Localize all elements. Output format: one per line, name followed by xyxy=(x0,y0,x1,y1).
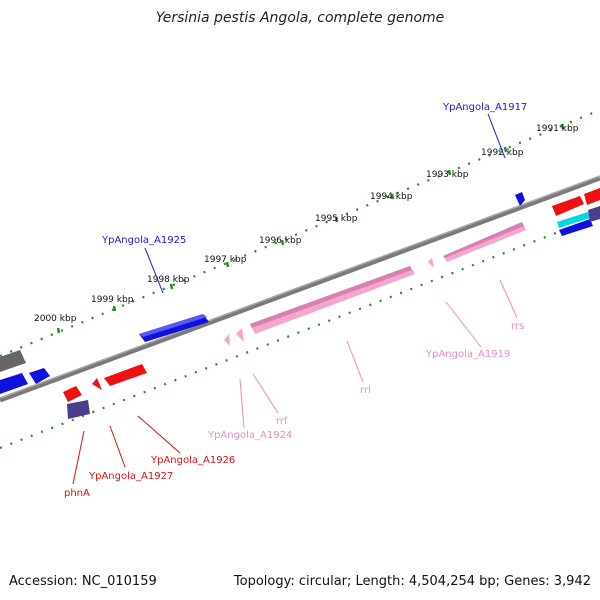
gene-labels: YpAngola_A1917 YpAngola_A1925 rrs YpAngo… xyxy=(64,102,527,499)
major-tick xyxy=(112,305,117,312)
gene-label: YpAngola_A1917 xyxy=(442,102,527,113)
rrna-block-small xyxy=(224,334,230,346)
rrna-block-rrf xyxy=(236,328,244,342)
cds-block-red xyxy=(104,364,147,386)
scale-label: 1997 kbp xyxy=(204,255,247,265)
leader-line xyxy=(109,425,126,468)
leader-lines xyxy=(72,113,518,485)
major-tick xyxy=(280,239,285,246)
leader-line xyxy=(499,279,518,319)
cds-block-red xyxy=(584,188,600,205)
cds-block-blue xyxy=(515,192,525,206)
cds-block-red xyxy=(63,386,82,402)
scale-label: 1996 kbp xyxy=(259,236,302,246)
cds-block-blue xyxy=(0,373,28,394)
gene-label: YpAngola_A1924 xyxy=(207,430,292,441)
gene-label: YpAngola_A1925 xyxy=(101,235,186,246)
scale-label: 2000 kbp xyxy=(34,314,77,324)
inner-scale-ring xyxy=(0,214,600,450)
genome-backbone xyxy=(0,175,600,403)
cds-block-blue xyxy=(29,368,50,384)
scale-label: 1993 kbp xyxy=(426,170,469,180)
major-tick xyxy=(447,169,452,176)
leader-line xyxy=(144,247,164,294)
cds-block-red xyxy=(92,378,102,390)
leader-line xyxy=(137,415,181,454)
leader-line xyxy=(487,113,506,159)
major-tick xyxy=(334,216,339,223)
major-tick xyxy=(390,193,395,200)
rrna-block-rrl-top xyxy=(250,266,412,328)
major-tick xyxy=(169,283,174,290)
rrna-block-small xyxy=(428,258,434,268)
scale-label: 1991 kbp xyxy=(536,124,579,134)
outer-scale-ring xyxy=(0,108,600,358)
leader-line xyxy=(346,340,364,383)
gene-label: YpAngola_A1926 xyxy=(150,455,235,466)
genome-summary-label: Topology: circular; Length: 4,504,254 bp… xyxy=(233,574,591,589)
leader-line xyxy=(72,430,85,485)
major-tick xyxy=(503,146,508,153)
cds-block-blue xyxy=(559,219,593,236)
outer-major-ticks xyxy=(56,123,565,334)
major-tick xyxy=(225,261,230,268)
genome-backbone-highlight xyxy=(0,175,600,399)
gene-label: YpAngola_A1919 xyxy=(425,349,510,360)
rrna-block-rrs-top xyxy=(443,222,524,258)
scale-labels: 1991 kbp 1992 kbp 1993 kbp 1994 kbp 1995… xyxy=(34,124,579,324)
scale-label: 1999 kbp xyxy=(91,295,134,305)
gene-label: rrl xyxy=(360,385,371,396)
gene-label: rrs xyxy=(511,321,524,332)
major-tick xyxy=(560,123,565,130)
forward-features xyxy=(0,188,600,394)
reverse-features xyxy=(63,222,526,419)
leader-line xyxy=(239,378,245,429)
leader-line xyxy=(252,373,279,414)
accession-label: Accession: NC_010159 xyxy=(9,574,157,589)
cds-block-gray xyxy=(0,350,26,372)
cds-block-red xyxy=(552,196,584,216)
cds-block-blue-top xyxy=(139,314,207,337)
gene-label: phnA xyxy=(64,488,90,499)
cds-block-purple xyxy=(67,400,90,419)
scale-label: 1994 kbp xyxy=(370,192,413,202)
scale-label: 1995 kbp xyxy=(315,214,358,224)
gene-label: rrf xyxy=(276,416,288,427)
leader-line xyxy=(445,301,482,348)
scale-label: 1998 kbp xyxy=(147,275,190,285)
cds-block-purple xyxy=(588,206,600,222)
major-tick xyxy=(56,327,61,334)
map-title: Yersinia pestis Angola, complete genome xyxy=(155,10,445,26)
cds-block-cyan xyxy=(557,212,590,228)
scale-label: 1992 kbp xyxy=(481,148,524,158)
gene-label: YpAngola_A1927 xyxy=(88,471,173,482)
